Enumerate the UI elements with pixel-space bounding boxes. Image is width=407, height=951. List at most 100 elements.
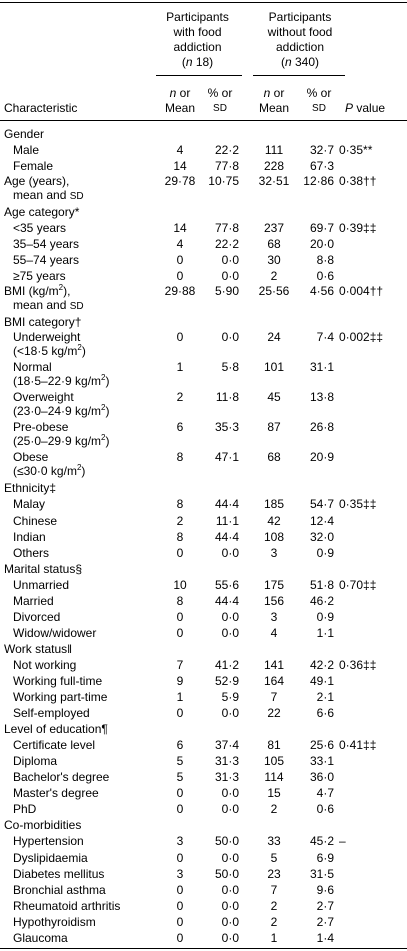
table-row: Widow/widower 0 0·0 4 1·1 <box>0 625 407 641</box>
cell-pct-or-sd-2: 45·2 <box>309 834 334 849</box>
cell-n-or-mean-1: 29·88 <box>164 284 196 299</box>
table-row: Hypothyroidism 0 0·0 2 2·7 <box>0 914 407 930</box>
cell-pct-or-sd-1: 0·0 <box>221 786 239 801</box>
cell-pct-or-sd-1: 5·90 <box>214 284 239 299</box>
col-n-or-mean-1: n or Mean <box>162 86 198 116</box>
row-label: BMI category† <box>4 315 82 330</box>
cell-n-or-mean-2: 114 <box>264 770 284 785</box>
cell-pct-or-sd-2: 0·6 <box>316 269 334 284</box>
cell-n-or-mean-1: 0 <box>176 914 184 929</box>
cell-n-or-mean-2: 2 <box>270 802 278 817</box>
row-label: Overweight (23·0–24·9 kg/m2) <box>13 390 110 419</box>
cell-pct-or-sd-2: 6·9 <box>316 850 334 865</box>
cell-pct-or-sd-1: 0·0 <box>221 930 239 945</box>
table-row: Age category* <box>0 204 407 220</box>
row-label: Age (years), mean and SD <box>4 174 84 203</box>
cell-n-or-mean-1: 0 <box>176 786 184 801</box>
cell-n-or-mean-2: 2 <box>270 898 278 913</box>
cell-n-or-mean-1: 2 <box>176 390 184 405</box>
cell-n-or-mean-1: 5 <box>176 770 184 785</box>
cell-n-or-mean-1: 2 <box>176 513 184 528</box>
cell-pct-or-sd-2: 9·6 <box>316 882 334 897</box>
cell-pct-or-sd-2: 8·8 <box>316 253 334 268</box>
cell-n-or-mean-2: 4 <box>270 625 278 640</box>
cell-pct-or-sd-1: 0·0 <box>221 609 239 624</box>
cell-pct-or-sd-1: 50·0 <box>214 834 239 849</box>
row-label: Ethnicity‡ <box>4 481 57 496</box>
col3-mean: Mean <box>258 101 290 115</box>
cell-n-or-mean-2: 228 <box>263 159 285 174</box>
row-label: ≥75 years <box>13 269 66 284</box>
cell-pct-or-sd-1: 44·4 <box>214 593 239 608</box>
row-label: 35–54 years <box>13 237 80 252</box>
group1-line3: addiction <box>173 40 222 54</box>
cell-pct-or-sd-2: 7·4 <box>316 330 334 345</box>
row-label: Glaucoma <box>13 930 68 945</box>
cell-n-or-mean-2: 156 <box>263 593 285 608</box>
table-row: Chinese 2 11·1 42 12·4 <box>0 513 407 529</box>
table-row: Age (years), mean and SD 29·78 10·75 32·51 12… <box>0 174 407 204</box>
group2-underline <box>253 75 345 76</box>
cell-pct-or-sd-2: 69·7 <box>309 221 334 236</box>
cell-p-value: – <box>339 834 346 849</box>
row-label: Diabetes mellitus <box>13 866 105 881</box>
cell-n-or-mean-2: 101 <box>263 360 285 375</box>
cell-n-or-mean-1: 8 <box>176 497 184 512</box>
cell-pct-or-sd-2: 2·1 <box>316 690 334 705</box>
table-row: Bronchial asthma 0 0·0 7 9·6 <box>0 882 407 898</box>
cell-pct-or-sd-1: 5·9 <box>221 690 239 705</box>
cell-n-or-mean-1: 14 <box>173 221 187 236</box>
row-label: Diploma <box>13 754 58 769</box>
cell-n-or-mean-1: 29·78 <box>164 174 196 189</box>
col-pct-or-sd-2: % or SD <box>300 86 338 116</box>
cell-n-or-mean-1: 0 <box>176 269 184 284</box>
cell-n-or-mean-1: 3 <box>176 866 184 881</box>
cell-n-or-mean-2: 7 <box>270 882 278 897</box>
top-rule <box>0 2 407 3</box>
row-label: Level of education¶ <box>4 722 108 737</box>
cell-n-or-mean-2: 68 <box>267 450 281 465</box>
cell-pct-or-sd-2: 13·8 <box>309 390 334 405</box>
table-row: Glaucoma 0 0·0 1 1·4 <box>0 930 407 946</box>
cell-n-or-mean-2: 185 <box>263 497 285 512</box>
table-row: Indian 8 44·4 108 32·0 <box>0 529 407 545</box>
cell-pct-or-sd-1: 77·8 <box>214 159 239 174</box>
cell-pct-or-sd-2: 1·4 <box>316 930 334 945</box>
cell-pct-or-sd-1: 0·0 <box>221 802 239 817</box>
cell-pct-or-sd-2: 67·3 <box>309 159 334 174</box>
cell-n-or-mean-1: 0 <box>176 609 184 624</box>
cell-pct-or-sd-2: 51·8 <box>309 577 334 592</box>
col1-mean: Mean <box>164 101 196 115</box>
table-row: Gender <box>0 126 407 142</box>
cell-n-or-mean-1: 0 <box>176 706 184 721</box>
row-label: Pre-obese (25·0–29·9 kg/m2) <box>13 420 110 449</box>
table-row: Level of education¶ <box>0 721 407 737</box>
row-label: Normal (18·5–22·9 kg/m2) <box>13 360 110 389</box>
table-row: BMI category† <box>0 314 407 330</box>
group1-underline <box>156 75 242 76</box>
col-n-or-mean-2: n or Mean <box>251 86 297 116</box>
table-row: Bachelor's degree 5 31·3 114 36·0 <box>0 769 407 785</box>
cell-pct-or-sd-1: 0·0 <box>221 330 239 345</box>
table-row: 55–74 years 0 0·0 30 8·8 <box>0 252 407 268</box>
table-row: Overweight (23·0–24·9 kg/m2) 2 11·8 45 13·8 <box>0 390 407 420</box>
cell-n-or-mean-2: 15 <box>267 786 281 801</box>
cell-pct-or-sd-2: 31·5 <box>309 866 334 881</box>
cell-n-or-mean-1: 0 <box>176 850 184 865</box>
table-row: Female 14 77·8 228 67·3 <box>0 158 407 174</box>
cell-n-or-mean-1: 0 <box>176 545 184 560</box>
cell-n-or-mean-2: 105 <box>263 754 285 769</box>
row-label: Master's degree <box>13 786 99 801</box>
cell-n-or-mean-1: 1 <box>176 690 184 705</box>
cell-pct-or-sd-1: 0·0 <box>221 882 239 897</box>
table-row: Co-morbidities <box>0 817 407 833</box>
table-row: Normal (18·5–22·9 kg/m2) 1 5·8 101 31·1 <box>0 360 407 390</box>
cell-p-value: 0·41‡‡ <box>339 738 377 753</box>
table-row: Unmarried 10 55·6 175 51·8 0·70‡‡ <box>0 577 407 593</box>
table-row: Pre-obese (25·0–29·9 kg/m2) 6 35·3 87 26·8 <box>0 420 407 450</box>
col-characteristic: Characteristic <box>4 101 78 115</box>
col-p-value: P value <box>345 101 386 115</box>
cell-n-or-mean-2: 25·56 <box>258 284 290 299</box>
cell-pct-or-sd-2: 2·7 <box>316 914 334 929</box>
